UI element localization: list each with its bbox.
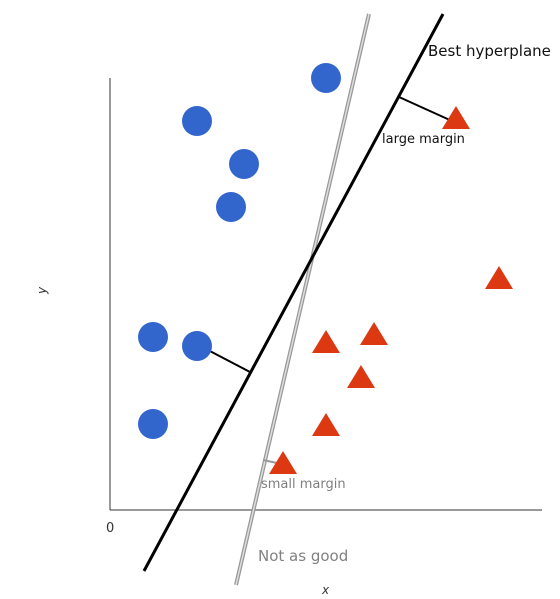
circle-point <box>311 63 341 93</box>
large-margin-segment-lower <box>205 348 251 373</box>
triangle-point <box>312 413 340 436</box>
best-hyperplane-label: Best hyperplane <box>428 42 551 60</box>
large-margin-label: large margin <box>382 132 465 147</box>
not-as-good-label: Not as good <box>258 547 348 565</box>
triangle-point <box>269 451 297 474</box>
circle-point <box>229 149 259 179</box>
origin-label: 0 <box>106 521 114 536</box>
small-margin-segment <box>262 459 278 464</box>
triangle-point <box>347 365 375 388</box>
circle-point <box>182 331 212 361</box>
y-axis-label: y <box>35 286 49 295</box>
circle-point <box>182 106 212 136</box>
triangle-point <box>360 322 388 345</box>
large-margin-segment-upper <box>398 96 453 122</box>
triangle-points <box>269 106 513 474</box>
triangle-point <box>442 106 470 129</box>
triangle-point <box>312 330 340 353</box>
x-axis-label: x <box>321 583 330 597</box>
circle-point <box>138 409 168 439</box>
best-hyperplane-line <box>142 13 445 572</box>
circle-point <box>216 192 246 222</box>
poor-hyperplane-inner <box>235 13 370 586</box>
small-margin-label: small margin <box>261 477 346 492</box>
circle-points <box>138 63 341 439</box>
circle-point <box>138 322 168 352</box>
triangle-point <box>485 266 513 289</box>
